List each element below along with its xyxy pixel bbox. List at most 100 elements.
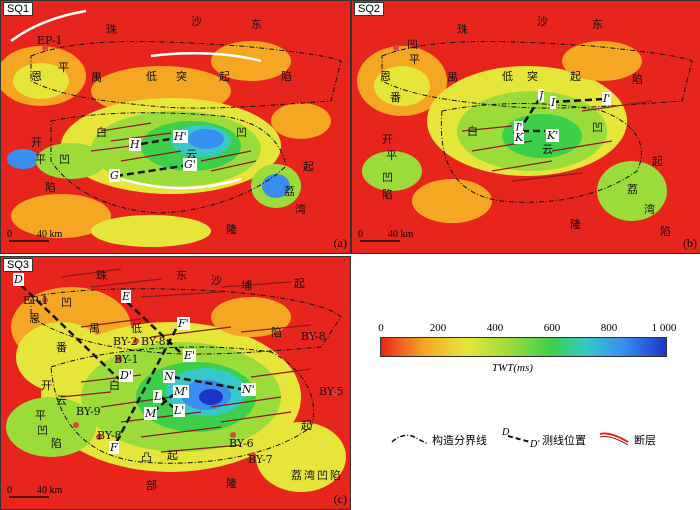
map-label: 荔 [291,469,302,482]
map-label: 突 [527,70,538,83]
map-label: 凹 [236,126,247,139]
map-label: 平 [58,61,69,74]
legend-section-label: 测线位置 [542,434,586,447]
map-label: 陷 [45,181,56,194]
section-line-e [126,301,182,354]
map-label: 禺 [91,71,102,84]
map-label: 凸 [141,451,152,464]
line-label-d: D [13,273,24,286]
map-label: 突 [176,70,187,83]
map-label: 凹 [37,424,48,437]
map-label: 凹 [61,296,72,309]
map-label: 部 [146,479,157,492]
scale-zero: 0 [7,229,12,240]
map-label: 珠 [457,23,468,36]
panel-title: SQ2 [354,2,385,16]
line-label-k: K [514,131,525,144]
legend-area [356,258,699,508]
map-label: 恩 [29,312,40,325]
well-label: BY-8 [141,335,166,348]
line-label-ip: I' [602,92,612,105]
map-label: 番 [56,341,67,354]
map-label: 起 [303,160,314,173]
map-label: 起 [167,449,178,462]
scale-distance: 40 km [388,229,414,240]
line-label-f: F [109,441,119,454]
map-label: 凹 [382,171,393,184]
map-label: 隆 [570,218,581,231]
map-label: 陷 [281,70,292,83]
line-label-n: N [163,370,175,383]
well-label: BY-6 [229,437,254,450]
map-label: 白 [109,379,120,392]
map-label: 平 [35,409,46,422]
line-label-j: J [538,89,545,102]
scale-zero: 0 [7,485,12,496]
colorbar-tick: 1 000 [651,322,677,334]
svg-text:D': D' [529,439,540,448]
map-label: 沙 [211,274,222,287]
map-label: 凹 [592,121,603,134]
map-label: 低 [502,70,513,83]
map-label: 云 [186,148,197,161]
map-label: 恩 [380,70,391,83]
sq2-twt-heatmap [352,1,700,253]
map-label: 珠 [96,269,107,282]
colorbar-tick: 0 [378,322,384,334]
map-label: 东 [176,269,187,282]
map-label: 隆 [226,223,237,236]
well-label: EP-1 [37,34,63,47]
legend-fault-icon [599,432,629,446]
colorbar-tick: 800 [600,322,618,334]
map-label: 白 [467,125,478,138]
map-label: 平 [386,149,397,162]
map-label: 陷 [382,188,393,201]
line-label-h: H [129,138,141,151]
map-label: 陷 [271,326,282,339]
line-label-hp: H' [173,130,188,143]
panel-sq1-map: SQ1 (a) 0 40 km EP-1 珠 东 沙 恩 平 禺 低 突 起 陷… [0,0,351,254]
legend-boundary-label: 构造分界线 [432,434,487,447]
map-label: 云 [56,394,67,407]
map-label: 禺 [447,71,458,84]
well-label: BY-7 [248,453,273,466]
well-label: BY-9 [76,405,101,418]
map-label: 隆 [226,477,237,490]
map-label: 云 [542,143,553,156]
map-label: 沙 [191,15,202,28]
legend-section-icon: D D' [501,427,540,448]
map-label: 开 [31,136,42,149]
map-label: 东 [251,18,262,31]
section-line-j [520,97,542,127]
map-label: 陷 [632,73,643,86]
line-label-dp: D' [119,369,133,382]
colorbar-tick: 200 [429,322,447,334]
map-label: 起 [294,277,305,290]
map-label: 凹 [317,469,328,482]
well-label: BY-1 [114,353,139,366]
section-line-g [115,163,190,178]
colorbar-tick: 600 [543,322,561,334]
panel-title: SQ1 [3,2,34,16]
map-label: 平 [35,153,46,166]
well-label: BY-8 [301,330,326,343]
svg-text:D: D [501,427,510,438]
line-label-g: G [109,169,120,182]
map-label: 陷 [330,469,341,482]
line-label-gp: G' [183,158,197,171]
panel-sq2-map: SQ2 (b) 0 40 km 珠 东 沙 凹 平 恩 禺 低 突 起 陷 番 … [351,0,700,254]
panel-letter: (b) [683,236,697,250]
sq1-twt-heatmap [1,1,350,253]
map-label: 湾 [295,203,306,216]
panel-letter: (a) [333,236,347,250]
map-label: 起 [570,70,581,83]
map-label: 荔 [284,185,295,198]
map-label: 起 [219,70,230,83]
map-label: 番 [390,91,401,104]
colorbar-tick: 400 [486,322,504,334]
map-label: 低 [146,70,157,83]
legend-boundary-icon [391,434,429,445]
line-label-i: I [550,96,557,109]
line-label-kp: K' [546,129,560,142]
colorbar-unit: TWT(ms) [492,362,533,374]
